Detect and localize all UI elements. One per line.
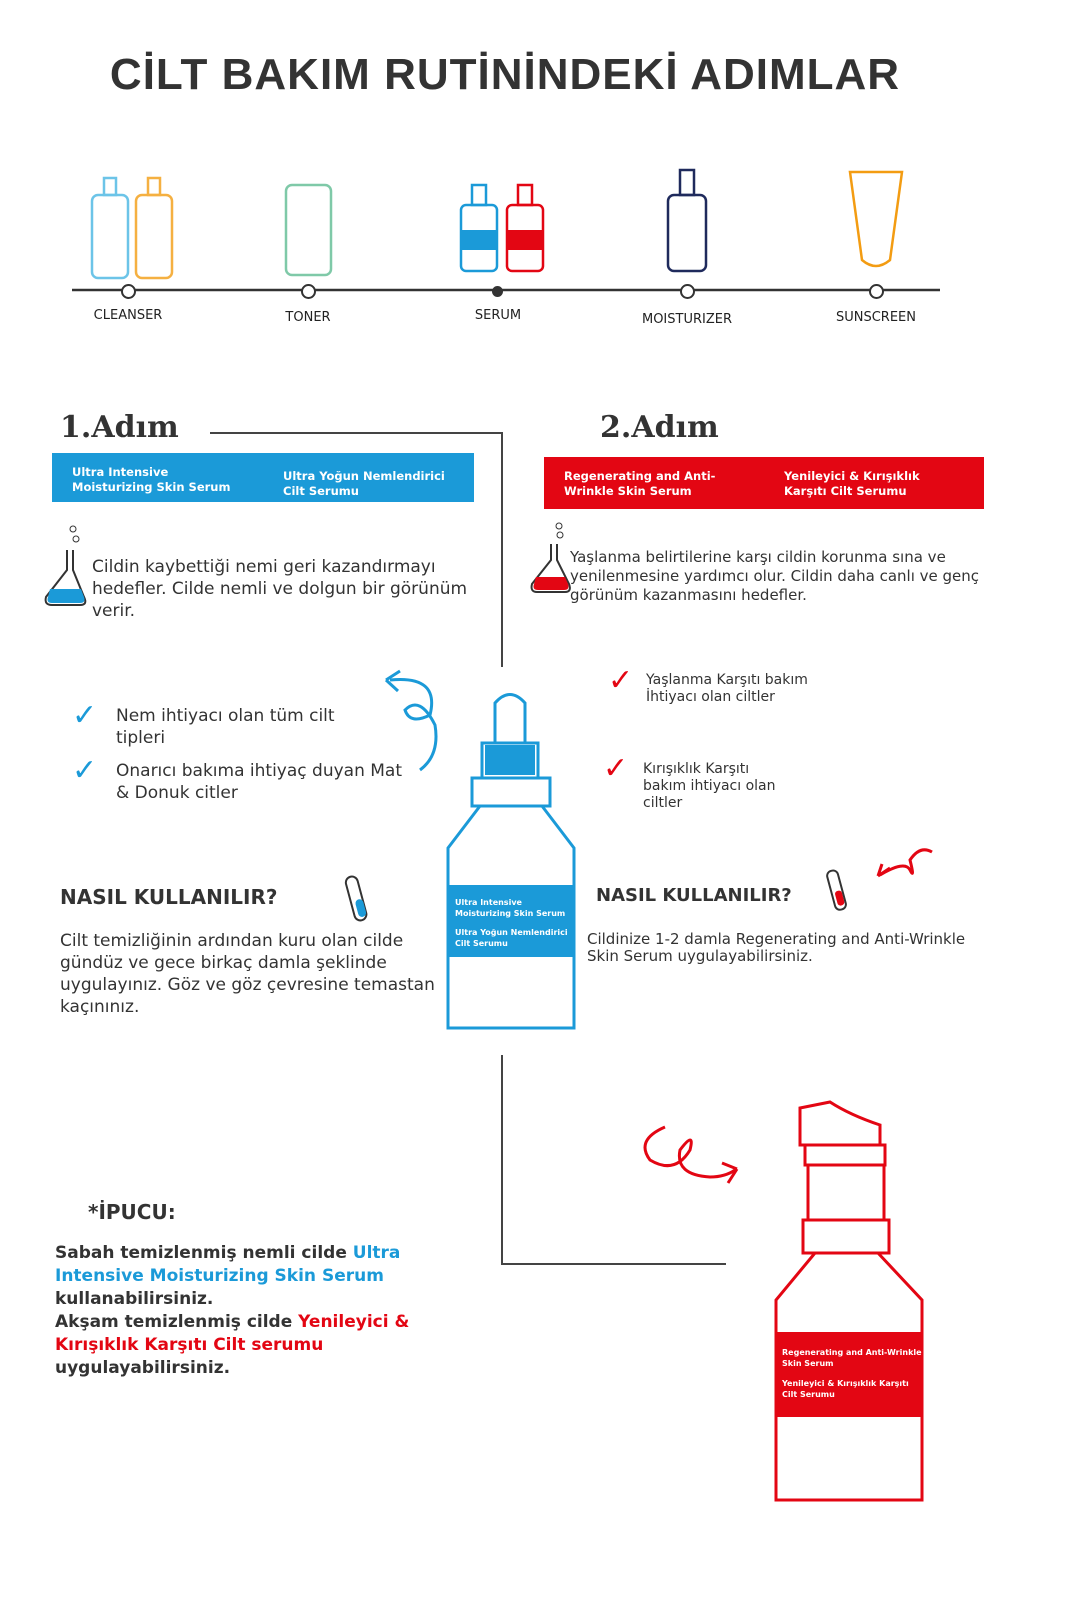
tip-morning-end: kullanabilirsiniz. [55, 1289, 214, 1309]
page-title: CİLT BAKIM RUTİNİNDEKİ ADIMLAR [109, 50, 901, 99]
test-tube-icon [826, 869, 847, 911]
flask-icon [530, 522, 571, 593]
serum-dot [492, 286, 503, 297]
routine-toner: TONER [285, 310, 331, 325]
tip-morning: Sabah temizlenmiş nemli cilde [55, 1243, 353, 1263]
step2-check-1: Yaşlanma Karşıtı bakım İhtiyacı olan cil… [646, 672, 808, 705]
bottle1-label-tr: Ultra Yoğun Nemlendirici Cilt Serumu [455, 928, 568, 948]
tip-evening-end: uygulayabilirsiniz. [55, 1358, 231, 1378]
step2-product-band: Regenerating and Anti-Wrinkle Skin Serum… [544, 457, 984, 509]
moisturizer-dot [680, 284, 695, 299]
tip-blue-product: Ultra Intensive Moisturizing Skin Serum [55, 1243, 401, 1286]
divider-line [210, 432, 503, 434]
divider-line [501, 1055, 503, 1265]
curly-arrow-icon [384, 669, 438, 772]
toner-dot [301, 284, 316, 299]
routine-moisturizer: MOISTURIZER [641, 312, 732, 327]
check-icon: ✓ [608, 663, 634, 698]
cleanser-bottle-icon [90, 193, 130, 280]
tip-title: *İPUCU: [88, 1200, 176, 1224]
bottle2-label-tr: Yenileyici & Kırışıklık Karşıtı Cilt Ser… [782, 1379, 909, 1399]
step2-product-en: Regenerating and Anti-Wrinkle Skin Serum [564, 469, 716, 498]
tip-text: Sabah temizlenmiş nemli cilde Ultra Inte… [55, 1242, 485, 1380]
toner-bottle-icon [284, 183, 333, 277]
sunscreen-dot [869, 284, 884, 299]
step1-check-1: Nem ihtiyacı olan tüm cilt tipleri [116, 706, 335, 748]
moisturizer-bottle-icon [666, 193, 708, 273]
step1-check-2: Onarıcı bakıma ihtiyaç duyan Mat & Donuk… [116, 761, 403, 803]
divider-line [501, 432, 503, 667]
blue-serum-bottle [446, 693, 576, 1030]
step1-product-en: Ultra Intensive Moisturizing Skin Serum [72, 465, 231, 494]
cleanser-dot [121, 284, 136, 299]
step2-description: Yaşlanma belirtilerine karşı cildin koru… [570, 548, 980, 604]
curly-arrow-icon [643, 1125, 739, 1184]
routine-cleanser: CLEANSER [93, 308, 163, 323]
curly-arrow-icon [876, 848, 933, 878]
step1-product-tr: Ultra Yoğun Nemlendirici Cilt Serumu [283, 469, 445, 498]
red-serum-bottle [774, 1100, 924, 1502]
check-icon: ✓ [72, 753, 98, 788]
flask-icon [44, 525, 87, 606]
step1-howto-title: NASIL KULLANILIR? [60, 885, 278, 909]
sunscreen-tube-icon [848, 170, 904, 268]
routine-products-illustration [72, 168, 940, 292]
step1-description: Cildin kaybettiği nemi geri kazandırmayı… [92, 557, 468, 621]
check-icon: ✓ [72, 698, 98, 733]
tip-evening: Akşam temizlenmiş cilde [55, 1312, 299, 1332]
step1-howto-text: Cilt temizliğinin ardından kuru olan cil… [60, 931, 435, 1017]
step2-label: 2.Adım [600, 410, 719, 445]
check-icon: ✓ [603, 751, 629, 786]
test-tube-icon [344, 875, 368, 922]
routine-sunscreen: SUNSCREEN [835, 310, 916, 325]
step2-check-2: Kırışıklık Karşıtı bakım ihtiyacı olan c… [643, 761, 776, 811]
step2-howto-title: NASIL KULLANILIR? [596, 885, 792, 906]
step2-product-tr: Yenileyici & Kırışıklık Karşıtı Cilt Ser… [784, 469, 920, 498]
bottle1-label-en: Ultra Intensive Moisturizing Skin Serum [455, 898, 566, 918]
step1-label: 1.Adım [60, 410, 179, 445]
routine-serum: SERUM [474, 308, 522, 323]
step1-product-band: Ultra Intensive Moisturizing Skin Serum … [52, 453, 474, 502]
divider-line [501, 1263, 726, 1265]
bottle2-label-en: Regenerating and Anti-Wrinkle Skin Serum [782, 1348, 922, 1368]
tip-red-product: Yenileyici & Kırışıklık Karşıtı Cilt ser… [55, 1312, 410, 1355]
step2-howto-text: Cildinize 1-2 damla Regenerating and Ant… [587, 930, 966, 965]
